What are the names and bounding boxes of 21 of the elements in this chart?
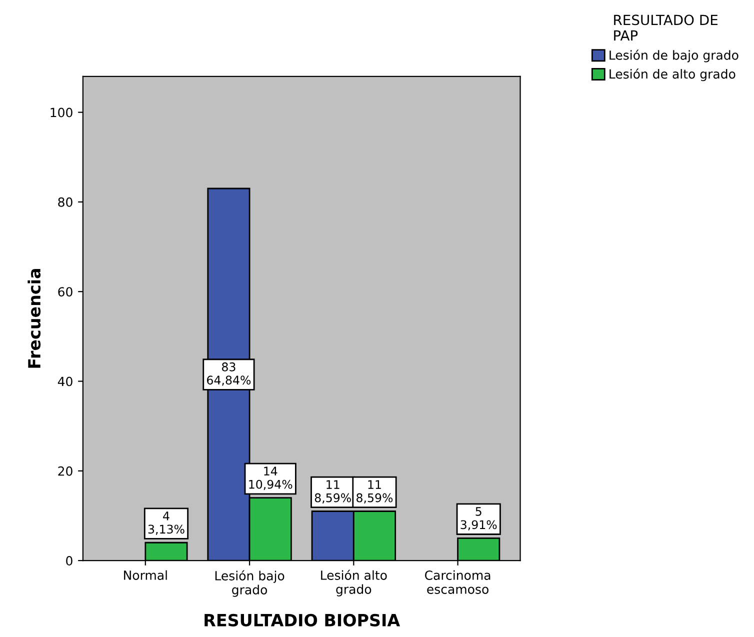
legend-label: Lesión de alto grado (610, 68, 736, 82)
y-tick-label: 0 (66, 556, 72, 566)
x-tick-label: Carcinoma escamoso (424, 570, 490, 594)
data-label: 4 3,13% (148, 512, 184, 535)
data-label: 5 3,91% (460, 507, 497, 530)
legend-label: Lesión de bajo grado (610, 50, 738, 62)
data-label: 83 64,84% (207, 362, 251, 386)
y-tick-label: 100 (50, 108, 72, 118)
legend-title: RESULTADO DE PAP (614, 14, 718, 41)
y-tick-label: 40 (58, 376, 72, 386)
y-tick-label: 80 (58, 197, 72, 207)
data-label: 14 10,94% (249, 466, 292, 490)
x-tick-label: Lesión bajo grado (215, 570, 284, 597)
x-tick-label: Normal (124, 570, 167, 580)
x-axis-title: RESULTADIO BIOPSIA (204, 614, 400, 626)
y-tick-label: 20 (58, 466, 72, 476)
data-label: 11 8,59% (356, 480, 393, 504)
y-tick-label: 60 (58, 287, 72, 297)
x-tick-label: Lesión alto grado (321, 570, 387, 596)
y-axis-title: Frecuencia (28, 269, 41, 368)
data-label: 11 8,59% (314, 480, 351, 504)
